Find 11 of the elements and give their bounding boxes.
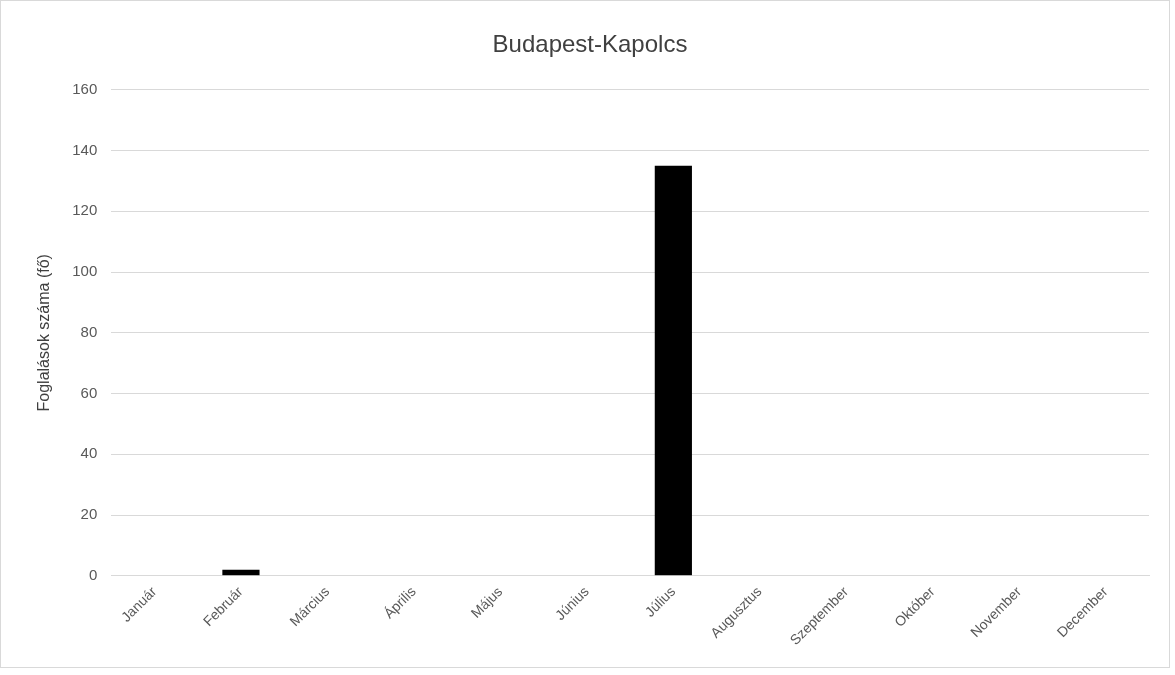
y-tick-label: 100 — [72, 262, 98, 280]
y-axis-title: Foglalások száma (fő) — [35, 254, 53, 412]
y-tick-label: 120 — [72, 201, 98, 219]
y-tick-label: 60 — [80, 383, 98, 401]
y-tick-label: 20 — [80, 505, 98, 523]
y-tick-label: 140 — [72, 140, 98, 158]
y-tick-label: 80 — [80, 322, 98, 340]
y-tick-label: 0 — [88, 565, 98, 583]
y-tick-label: 40 — [80, 444, 98, 462]
y-tick-label: 160 — [72, 79, 98, 97]
chart-title: Budapest-Kapolcs — [492, 30, 688, 58]
